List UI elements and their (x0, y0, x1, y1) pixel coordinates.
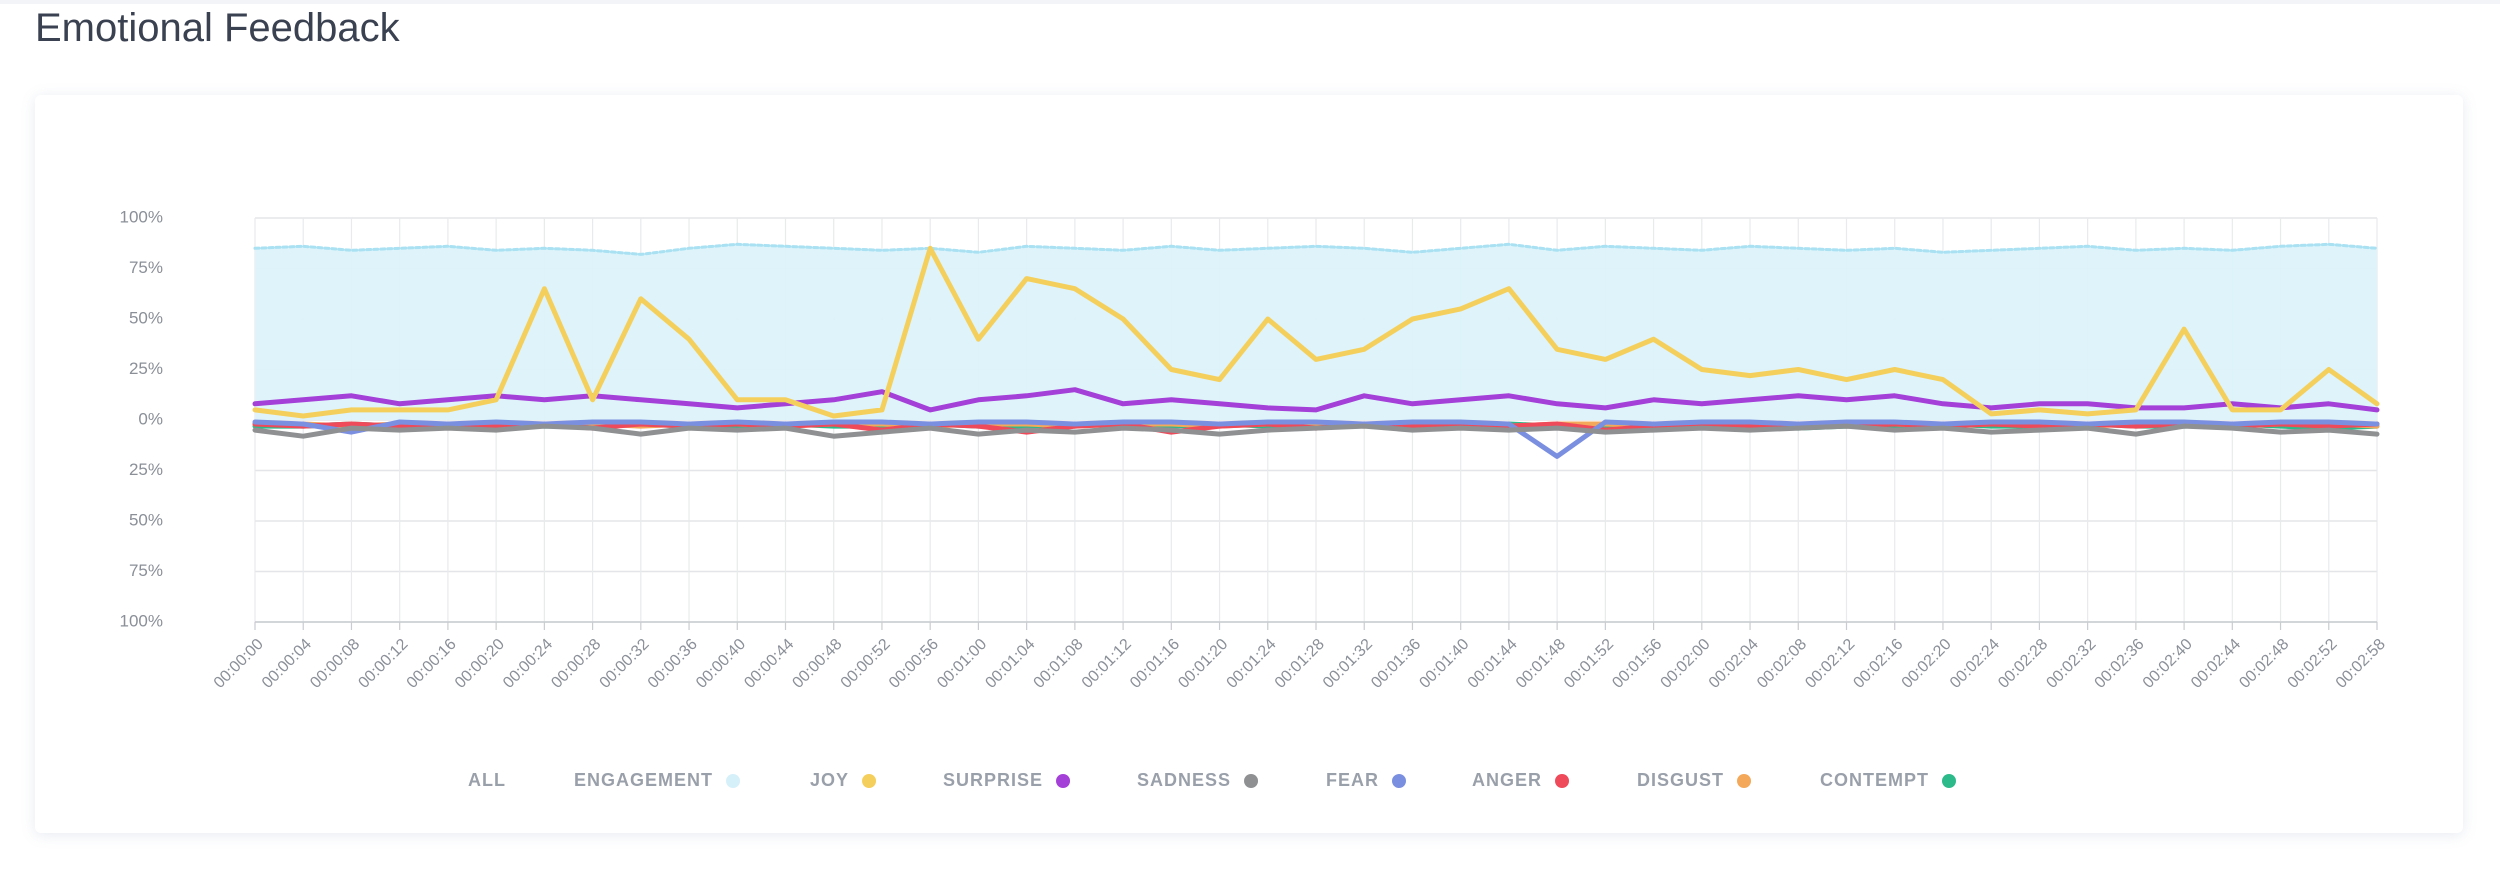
legend-dot[interactable] (1555, 774, 1570, 788)
x-tick-label: 00:00:12 (355, 636, 411, 692)
legend-dot[interactable] (1244, 774, 1259, 788)
legend-label[interactable]: SADNESS (1137, 770, 1231, 790)
series-line (252, 245, 2380, 419)
series-line (252, 387, 2380, 413)
x-tick-label: 00:02:28 (1995, 636, 2051, 692)
legend-dot[interactable] (726, 774, 741, 788)
y-tick-label: 75% (129, 258, 163, 277)
x-tick-label: 00:01:00 (934, 636, 990, 692)
x-tick-label: 00:02:24 (1947, 636, 2003, 692)
x-tick-label: 00:02:58 (2333, 636, 2389, 692)
legend-label[interactable]: CONTEMPT (1820, 770, 1929, 790)
y-tick-label: 100% (120, 611, 163, 630)
x-tick-label: 00:01:08 (1031, 636, 1087, 692)
x-tick-label: 00:02:08 (1754, 636, 1810, 692)
legend-dot[interactable] (1392, 774, 1406, 788)
x-tick-label: 00:02:36 (2092, 636, 2148, 692)
x-tick-label: 00:01:40 (1416, 636, 1472, 692)
series-line (253, 242, 2379, 256)
x-tick-label: 00:01:24 (1224, 636, 1280, 692)
x-tick-label: 00:02:44 (2188, 636, 2244, 692)
x-tick-label: 00:01:48 (1513, 636, 1569, 692)
x-tick-label: 00:02:48 (2236, 636, 2292, 692)
x-tick-label: 00:01:56 (1609, 636, 1665, 692)
x-tick-label: 00:02:00 (1658, 636, 1714, 692)
x-tick-label: 00:02:04 (1706, 636, 1762, 692)
x-tick-label: 00:01:04 (982, 636, 1038, 692)
series-line (252, 419, 2380, 459)
x-tick-label: 00:01:28 (1272, 636, 1328, 692)
legend-all[interactable]: ALL (468, 770, 506, 790)
y-tick-label: 75% (129, 561, 163, 580)
x-tick-label: 00:02:16 (1850, 636, 1906, 692)
x-tick-label: 00:00:44 (741, 636, 797, 692)
x-tick-label: 00:00:24 (500, 636, 556, 692)
x-tick-label: 00:00:32 (597, 636, 653, 692)
legend-dot[interactable] (862, 774, 877, 788)
x-tick-label: 00:01:12 (1079, 636, 1135, 692)
x-tick-label: 00:00:00 (211, 636, 267, 692)
legend-label[interactable]: FEAR (1326, 770, 1379, 790)
x-tick-label: 00:00:16 (404, 636, 460, 692)
series-line (252, 423, 2380, 439)
y-tick-label: 50% (129, 510, 163, 529)
x-tick-label: 00:01:20 (1175, 636, 1231, 692)
x-tick-label: 00:02:52 (2285, 636, 2341, 692)
area (255, 244, 2377, 420)
x-tick-label: 00:00:48 (789, 636, 845, 692)
legend-label[interactable]: ANGER (1472, 770, 1542, 790)
x-tick-label: 00:00:20 (452, 636, 508, 692)
y-tick-label: 0% (138, 409, 163, 428)
y-tick-label: 50% (129, 308, 163, 327)
legend-label[interactable]: SURPRISE (943, 770, 1043, 790)
legend-dot[interactable] (1942, 774, 1956, 788)
x-tick-label: 00:01:44 (1465, 636, 1521, 692)
x-tick-label: 00:02:20 (1899, 636, 1955, 692)
y-tick-label: 100% (120, 207, 163, 226)
page-title: Emotional Feedback (35, 6, 400, 50)
x-tick-label: 00:01:52 (1561, 636, 1617, 692)
legend-label[interactable]: JOY (810, 770, 849, 790)
legend-dot[interactable] (1737, 774, 1752, 788)
x-tick-label: 00:02:32 (2043, 636, 2099, 692)
x-tick-label: 00:01:32 (1320, 636, 1376, 692)
y-tick-label: 25% (129, 460, 163, 479)
x-tick-label: 00:02:40 (2140, 636, 2196, 692)
x-tick-label: 00:02:12 (1802, 636, 1858, 692)
top-bar (0, 0, 2500, 4)
y-tick-label: 25% (129, 359, 163, 378)
x-tick-label: 00:01:36 (1368, 636, 1424, 692)
x-tick-label: 00:00:40 (693, 636, 749, 692)
legend-dot[interactable] (1056, 774, 1071, 788)
x-tick-label: 00:00:56 (886, 636, 942, 692)
x-tick-label: 00:01:16 (1127, 636, 1183, 692)
legend-label[interactable]: DISGUST (1637, 770, 1724, 790)
legend-label[interactable]: ENGAGEMENT (574, 770, 713, 790)
x-tick-label: 00:00:28 (548, 636, 604, 692)
x-tick-label: 00:00:52 (838, 636, 894, 692)
x-tick-label: 00:00:36 (645, 636, 701, 692)
x-tick-label: 00:00:08 (307, 636, 363, 692)
x-tick-label: 00:00:04 (259, 636, 315, 692)
